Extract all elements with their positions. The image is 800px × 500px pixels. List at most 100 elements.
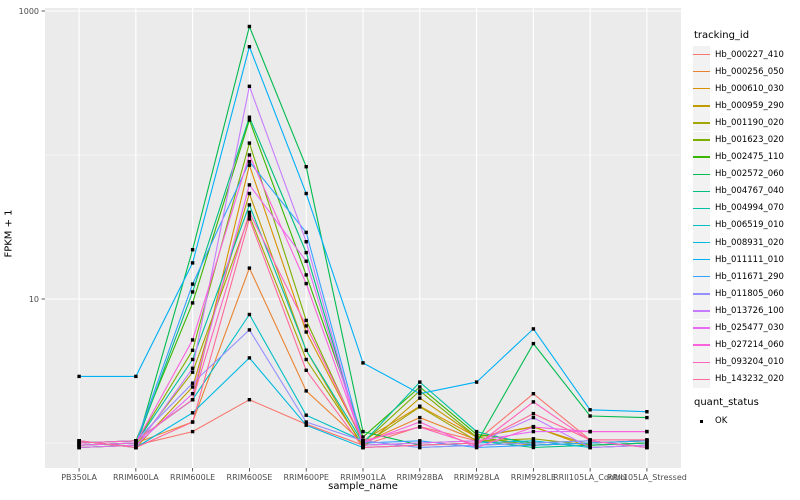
data-point bbox=[531, 429, 536, 434]
data-point bbox=[247, 356, 252, 360]
legend-line-icon bbox=[693, 258, 710, 261]
legend-key-box bbox=[693, 285, 710, 303]
legend-key-box bbox=[693, 165, 710, 183]
legend-line-icon bbox=[693, 344, 710, 346]
data-point bbox=[247, 266, 252, 270]
data-point bbox=[247, 163, 252, 167]
data-point bbox=[190, 381, 195, 385]
data-point bbox=[304, 348, 308, 352]
data-point bbox=[474, 429, 479, 434]
legend-item-Hb_001190_020: Hb_001190_020 bbox=[693, 114, 799, 132]
data-point bbox=[645, 415, 649, 420]
data-point bbox=[304, 324, 308, 328]
legend-line-icon bbox=[693, 224, 710, 227]
data-point bbox=[134, 445, 138, 450]
data-point bbox=[190, 282, 195, 286]
legend-key-box bbox=[693, 234, 710, 252]
data-point bbox=[304, 389, 308, 393]
data-point bbox=[247, 191, 252, 196]
data-point bbox=[304, 413, 308, 417]
legend-item-label: Hb_000227_410 bbox=[715, 49, 784, 60]
legend-item-Hb_002572_060: Hb_002572_060 bbox=[693, 165, 799, 183]
data-point bbox=[588, 408, 592, 412]
legend-item-label: Hb_006519_010 bbox=[715, 220, 784, 231]
data-point bbox=[361, 435, 365, 439]
legend-item-label: Hb_011111_010 bbox=[715, 254, 784, 265]
legend-key-box bbox=[693, 199, 710, 217]
data-point bbox=[247, 84, 252, 88]
data-point bbox=[247, 312, 252, 317]
data-point bbox=[304, 357, 308, 362]
data-point bbox=[418, 445, 422, 450]
data-point bbox=[474, 445, 479, 450]
x-tick-label: RRIM600LA bbox=[113, 473, 159, 482]
legend-line-icon bbox=[693, 139, 710, 141]
x-tick-label: RRIM600PE bbox=[283, 473, 329, 482]
data-point bbox=[247, 398, 252, 402]
legend-item-Hb_000227_410: Hb_000227_410 bbox=[693, 46, 799, 64]
legend-item-label: Hb_011671_290 bbox=[715, 271, 784, 282]
legend-line-icon bbox=[693, 173, 710, 175]
data-point bbox=[645, 445, 649, 450]
data-point bbox=[77, 443, 81, 447]
data-point bbox=[304, 165, 308, 169]
legend-item-Hb_027214_060: Hb_027214_060 bbox=[693, 336, 799, 354]
x-tick-label: RRII105LA_Stressed bbox=[607, 473, 687, 482]
data-point bbox=[531, 441, 536, 445]
data-point bbox=[361, 443, 365, 447]
x-tick-label: RRIM928LE bbox=[511, 473, 556, 482]
legend-line-icon bbox=[693, 190, 710, 192]
data-point bbox=[190, 385, 195, 389]
legend-item-label: Hb_011805_060 bbox=[715, 288, 784, 299]
legend-item-label: Hb_004767_040 bbox=[715, 186, 784, 197]
data-point bbox=[304, 250, 308, 255]
legend-line-icon bbox=[693, 88, 710, 90]
legend-key-box bbox=[693, 114, 710, 132]
legend-title-quant-status: quant_status bbox=[694, 396, 759, 408]
data-point bbox=[474, 380, 479, 384]
data-point bbox=[531, 411, 536, 416]
data-point bbox=[247, 45, 252, 49]
data-point bbox=[190, 357, 195, 362]
x-tick-label: RRIM600SE bbox=[227, 473, 273, 482]
legend-key-box bbox=[693, 370, 710, 388]
data-point bbox=[77, 441, 81, 445]
data-point bbox=[247, 203, 252, 207]
data-point bbox=[247, 183, 252, 187]
data-point bbox=[190, 261, 195, 265]
data-point bbox=[190, 370, 195, 374]
data-point bbox=[77, 374, 81, 379]
data-point bbox=[247, 210, 252, 214]
legend-line-icon bbox=[693, 53, 710, 56]
data-point bbox=[361, 445, 365, 450]
data-point bbox=[134, 374, 138, 379]
legend-line-icon bbox=[693, 207, 710, 210]
data-point bbox=[190, 392, 195, 396]
legend-line-icon bbox=[693, 156, 710, 158]
data-point bbox=[304, 330, 308, 334]
legend-item-label: Hb_027214_060 bbox=[715, 340, 784, 351]
legend-line-icon bbox=[693, 378, 710, 381]
data-point bbox=[190, 366, 195, 370]
legend-line-icon bbox=[693, 361, 710, 363]
data-point bbox=[361, 429, 365, 434]
legend-item-label: Hb_001623_020 bbox=[715, 135, 784, 146]
x-tick-label: RRIM901LA bbox=[340, 473, 386, 482]
legend-item-Hb_008931_020: Hb_008931_020 bbox=[693, 234, 799, 252]
data-point bbox=[77, 445, 81, 450]
data-point bbox=[134, 441, 138, 445]
data-point bbox=[190, 411, 195, 415]
legend-key-box bbox=[693, 251, 710, 269]
legend: tracking_id Hb_000227_410 Hb_000256_050 Hb… bbox=[693, 30, 799, 430]
x-tick-label: RRIM600LE bbox=[170, 473, 215, 482]
data-point bbox=[645, 443, 649, 447]
x-tick-label: RRIM928LA bbox=[454, 473, 500, 482]
legend-item-label: Hb_000256_050 bbox=[715, 66, 784, 77]
legend-key-box bbox=[693, 131, 710, 149]
data-point bbox=[588, 445, 592, 450]
data-point bbox=[247, 213, 252, 218]
legend-item-Hb_000959_290: Hb_000959_290 bbox=[693, 97, 799, 115]
data-point bbox=[531, 425, 536, 429]
data-point bbox=[531, 437, 536, 441]
